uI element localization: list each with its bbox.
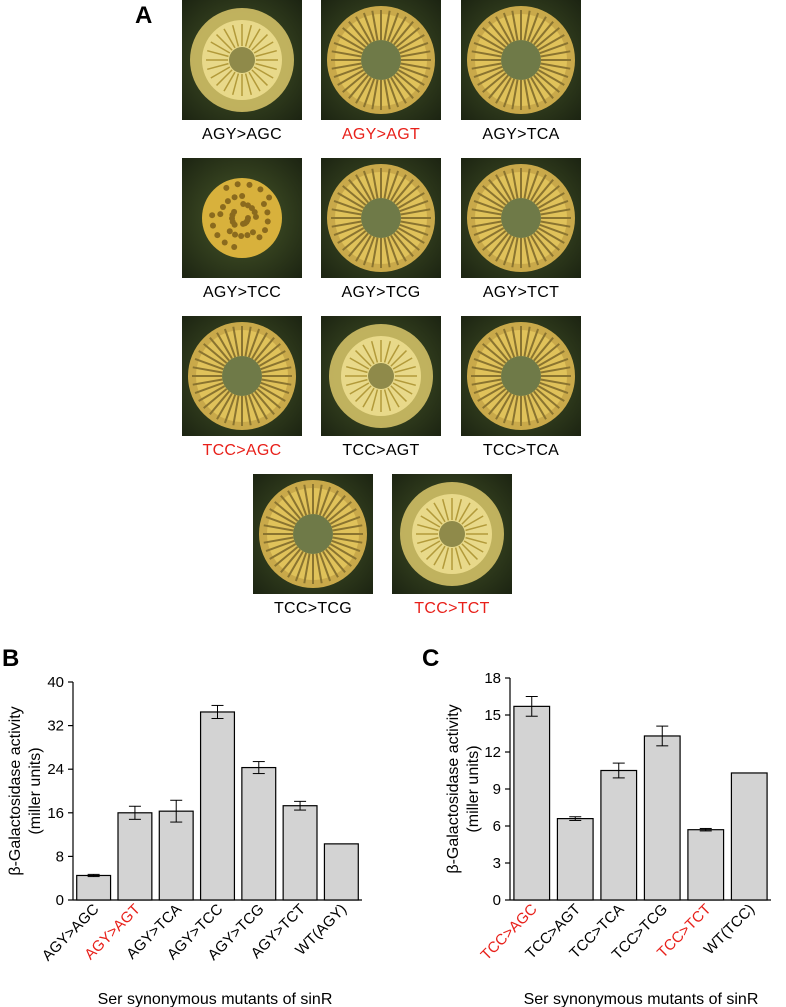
colony-image-cell: AGY>AGT: [311, 0, 451, 144]
y-tick-label: 9: [493, 781, 501, 798]
colony-label: TCC>TCA: [482, 442, 560, 459]
y-tick-label: 0: [493, 892, 501, 909]
bar-chart-b: 0816243240AGY>AGCAGY>AGTAGY>TCAAGY>TCCAG…: [7, 674, 362, 1007]
colony-photo: [392, 474, 512, 594]
y-tick-label: 12: [484, 744, 501, 761]
y-tick-label: 0: [56, 892, 64, 909]
colony-photo: [321, 0, 441, 120]
y-tick-label: 40: [47, 674, 64, 691]
panel-label-c: C: [422, 645, 440, 672]
panel-label-b: B: [2, 645, 20, 672]
y-tick-label: 8: [56, 848, 64, 865]
colony-image-cell: TCC>TCT: [382, 474, 522, 618]
colony-label: AGY>TCC: [202, 284, 282, 301]
y-tick-label: 32: [47, 718, 64, 735]
colony-label: AGY>AGC: [202, 126, 282, 143]
bar: [687, 829, 725, 901]
colony-photo: [182, 158, 302, 278]
colony-photo: [253, 474, 373, 594]
colony-label: AGY>TCA: [482, 126, 560, 143]
panel-label-a: A: [135, 2, 153, 29]
colony-photo: [321, 158, 441, 278]
y-tick-label: 16: [47, 805, 64, 822]
bar: [282, 805, 318, 901]
colony-label: TCC>TCG: [273, 600, 353, 617]
bar: [323, 843, 359, 901]
colony-image-cell: AGY>TCA: [451, 0, 591, 144]
y-tick-label: 3: [493, 855, 501, 872]
colony-label: AGY>AGT: [341, 126, 421, 143]
colony-label: TCC>TCT: [414, 600, 490, 617]
colony-label: TCC>AGC: [202, 442, 282, 459]
x-axis-title: Ser synonymous mutants of sinR: [524, 991, 759, 1007]
colony-photo: [182, 316, 302, 436]
colony-label: AGY>TCT: [482, 284, 560, 301]
bar: [556, 818, 594, 901]
y-tick-label: 24: [47, 761, 64, 778]
colony-photo: [461, 158, 581, 278]
bar: [513, 705, 551, 901]
bar: [117, 812, 153, 901]
colony-label: AGY>TCG: [341, 284, 421, 301]
y-axis-subtitle: (miller units): [465, 745, 482, 832]
y-axis-title: β-Galactosidase activity: [7, 706, 24, 875]
y-tick-label: 15: [484, 707, 501, 724]
y-axis-title: β-Galactosidase activity: [445, 704, 462, 873]
colony-photo: [461, 0, 581, 120]
colony-image-cell: AGY>TCT: [451, 158, 591, 302]
bar: [158, 810, 194, 901]
colony-photo: [321, 316, 441, 436]
colony-photo: [182, 0, 302, 120]
colony-label: TCC>AGT: [342, 442, 420, 459]
bar: [241, 766, 277, 901]
colony-image-cell: TCC>AGC: [172, 316, 312, 460]
bar: [76, 874, 112, 901]
y-axis-subtitle: (miller units): [27, 747, 44, 834]
colony-image-cell: TCC>TCA: [451, 316, 591, 460]
x-axis-title: Ser synonymous mutants of sinR: [98, 991, 333, 1007]
colony-image-cell: AGY>TCG: [311, 158, 451, 302]
colony-image-cell: AGY>TCC: [172, 158, 312, 302]
colony-image-cell: TCC>TCG: [243, 474, 383, 618]
bar: [643, 735, 681, 901]
colony-photo: [461, 316, 581, 436]
bar: [600, 769, 638, 901]
y-tick-label: 18: [484, 670, 501, 687]
colony-image-cell: AGY>AGC: [172, 0, 312, 144]
y-tick-label: 6: [493, 818, 501, 835]
bar: [730, 772, 768, 901]
colony-image-cell: TCC>AGT: [311, 316, 451, 460]
bar: [199, 711, 236, 901]
bar-chart-c: 0369121518TCC>AGCTCC>AGTTCC>TCATCC>TCGTC…: [445, 670, 771, 1007]
